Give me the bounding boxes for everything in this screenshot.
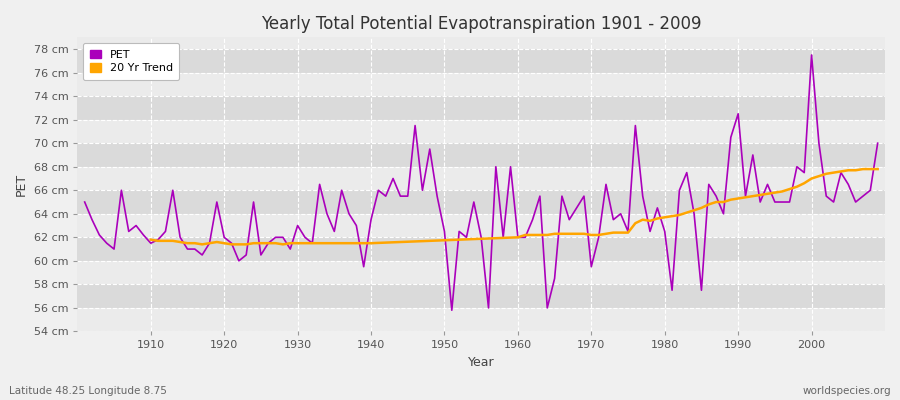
Bar	[77, 96, 885, 120]
Y-axis label: PET: PET	[15, 173, 28, 196]
Bar	[77, 214, 885, 237]
Bar	[77, 73, 885, 96]
Text: Latitude 48.25 Longitude 8.75: Latitude 48.25 Longitude 8.75	[9, 386, 166, 396]
Bar	[77, 167, 885, 190]
Bar	[77, 190, 885, 214]
Title: Yearly Total Potential Evapotranspiration 1901 - 2009: Yearly Total Potential Evapotranspiratio…	[261, 15, 701, 33]
Bar	[77, 143, 885, 167]
Bar	[77, 49, 885, 73]
Legend: PET, 20 Yr Trend: PET, 20 Yr Trend	[83, 43, 179, 80]
Bar	[77, 237, 885, 261]
Bar	[77, 261, 885, 284]
Text: worldspecies.org: worldspecies.org	[803, 386, 891, 396]
Bar	[77, 284, 885, 308]
Bar	[77, 308, 885, 332]
Bar	[77, 120, 885, 143]
Bar	[77, 26, 885, 49]
X-axis label: Year: Year	[468, 356, 494, 369]
